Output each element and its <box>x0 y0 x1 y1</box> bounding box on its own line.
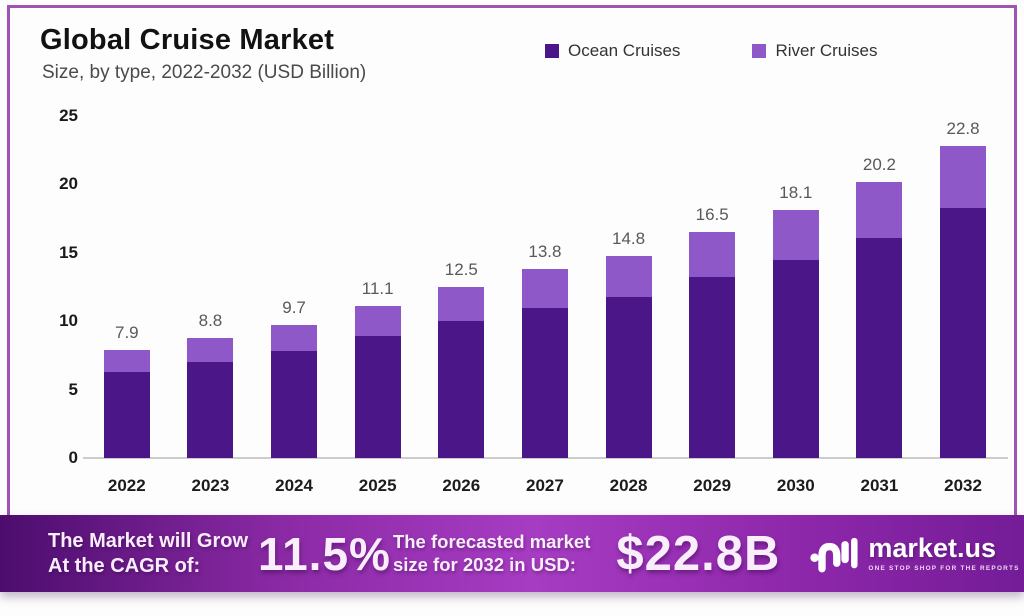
bar-total-label: 22.8 <box>946 119 980 139</box>
bar-group-2031: 20.2 2031 <box>856 155 903 495</box>
bar-total-label: 11.1 <box>361 279 394 299</box>
river-cruises-swatch-icon <box>752 44 767 58</box>
bar-segment-river-cruises <box>940 146 987 208</box>
x-axis-category-label: 2024 <box>275 476 313 495</box>
y-axis-tick-label: 0 <box>68 448 78 467</box>
bar-segment-ocean-cruises <box>772 259 819 458</box>
x-axis-category-label: 2023 <box>191 476 230 495</box>
bar-total-label: 7.9 <box>114 322 139 342</box>
y-axis-tick-label: 5 <box>68 379 78 399</box>
bar-total-label: 14.8 <box>612 228 646 248</box>
bar-total-label: 8.8 <box>198 310 223 330</box>
y-axis-tick-label: 15 <box>59 242 78 262</box>
bar-segment-river-cruises <box>438 287 485 322</box>
x-axis-line <box>83 457 1008 459</box>
cagr-value: 11.5% <box>258 527 391 580</box>
x-axis-category-label: 2029 <box>693 476 732 495</box>
bar-segment-river-cruises <box>689 232 736 278</box>
cagr-statement-line1: The Market will Grow <box>48 530 249 553</box>
bar-segment-ocean-cruises <box>354 336 401 458</box>
forecast-statement-line1: The forecasted market <box>392 530 591 552</box>
bar-group-2027: 13.8 2027 <box>521 242 568 495</box>
bar-group-2030: 18.1 2030 <box>772 183 819 495</box>
x-axis-category-label: 2026 <box>442 476 481 495</box>
chart-legend: Ocean Cruises River Cruises <box>545 41 877 61</box>
chart-title: Global Cruise Market <box>40 24 335 56</box>
bar-segment-river-cruises <box>605 255 652 297</box>
bar-group-2032: 22.8 2032 <box>940 119 987 495</box>
bar-group-2022: 7.9 2022 <box>103 323 150 495</box>
cagr-statement-line2: At the CAGR of: <box>48 554 201 577</box>
forecast-statement-line2: size for 2032 in USD: <box>392 553 576 575</box>
chart-subtitle: Size, by type, 2022-2032 (USD Billion) <box>42 62 367 83</box>
bar-segment-river-cruises <box>354 306 401 337</box>
bar-total-label: 16.5 <box>695 205 729 225</box>
x-axis-category-label: 2027 <box>526 476 564 495</box>
bar-group-2026: 12.5 2026 <box>438 260 485 495</box>
bar-total-label: 12.5 <box>444 260 478 280</box>
bar-segment-river-cruises <box>521 269 568 308</box>
bar-segment-ocean-cruises <box>438 321 485 458</box>
bar-segment-river-cruises <box>187 337 234 363</box>
bar-group-2024: 9.7 2024 <box>271 298 318 495</box>
legend-item-ocean-cruises: Ocean Cruises <box>545 41 680 61</box>
bar-segment-river-cruises <box>271 325 318 352</box>
x-axis-category-label: 2031 <box>860 476 899 495</box>
x-axis-category-label: 2022 <box>107 476 146 495</box>
bar-group-2029: 16.5 2029 <box>689 205 736 495</box>
legend-label-ocean-cruises: Ocean Cruises <box>568 41 681 60</box>
forecast-statement: The forecasted market size for 2032 in U… <box>393 531 590 576</box>
bar-segment-ocean-cruises <box>856 237 903 458</box>
logo-text-block: market.us ONE STOP SHOP FOR THE REPORTS <box>868 533 1020 573</box>
bar-segment-ocean-cruises <box>187 362 234 458</box>
forecast-value: $22.8B <box>616 526 781 581</box>
market-us-logo-icon <box>810 537 858 572</box>
bar-group-2025: 11.1 2025 <box>354 279 401 495</box>
x-axis-category-label: 2032 <box>944 476 982 495</box>
bar-total-label: 18.1 <box>779 183 813 203</box>
bar-segment-river-cruises <box>772 210 819 260</box>
bar-total-label: 13.8 <box>528 242 562 262</box>
bar-total-label: 20.2 <box>862 154 896 174</box>
bar-segment-ocean-cruises <box>103 371 150 458</box>
bar-segment-ocean-cruises <box>271 351 318 458</box>
legend-label-river-cruises: River Cruises <box>775 41 878 60</box>
bar-segment-river-cruises <box>856 181 903 238</box>
cagr-statement: The Market will Grow At the CAGR of: <box>48 529 248 578</box>
market-us-logo: market.us ONE STOP SHOP FOR THE REPORTS <box>810 535 1019 573</box>
bar-segment-ocean-cruises <box>605 296 652 458</box>
x-axis-category-label: 2025 <box>358 476 397 495</box>
bar-total-label: 9.7 <box>282 298 306 318</box>
footer-banner: The Market will Grow At the CAGR of: 11.… <box>0 515 1024 592</box>
x-axis-category-label: 2030 <box>776 476 815 495</box>
bar-segment-river-cruises <box>103 349 150 372</box>
bar-chart-plot-area: 7.9 2022 8.8 2023 9.7 2024 11.1 2025 12.5 2026 13.… <box>85 116 1005 495</box>
ocean-cruises-swatch-icon <box>545 44 559 58</box>
bar-segment-ocean-cruises <box>689 277 736 458</box>
legend-item-river-cruises: River Cruises <box>752 41 877 61</box>
bar-segment-ocean-cruises <box>940 207 987 458</box>
y-axis-tick-label: 25 <box>59 106 78 125</box>
bar-group-2023: 8.8 2023 <box>187 311 234 495</box>
bar-segment-ocean-cruises <box>521 307 568 458</box>
logo-name: market.us <box>868 533 996 563</box>
logo-tagline: ONE STOP SHOP FOR THE REPORTS <box>868 565 1020 572</box>
y-axis-tick-label: 20 <box>59 174 78 194</box>
bar-group-2028: 14.8 2028 <box>605 229 652 495</box>
x-axis-category-label: 2028 <box>609 476 648 495</box>
y-axis-tick-label: 10 <box>59 311 78 331</box>
